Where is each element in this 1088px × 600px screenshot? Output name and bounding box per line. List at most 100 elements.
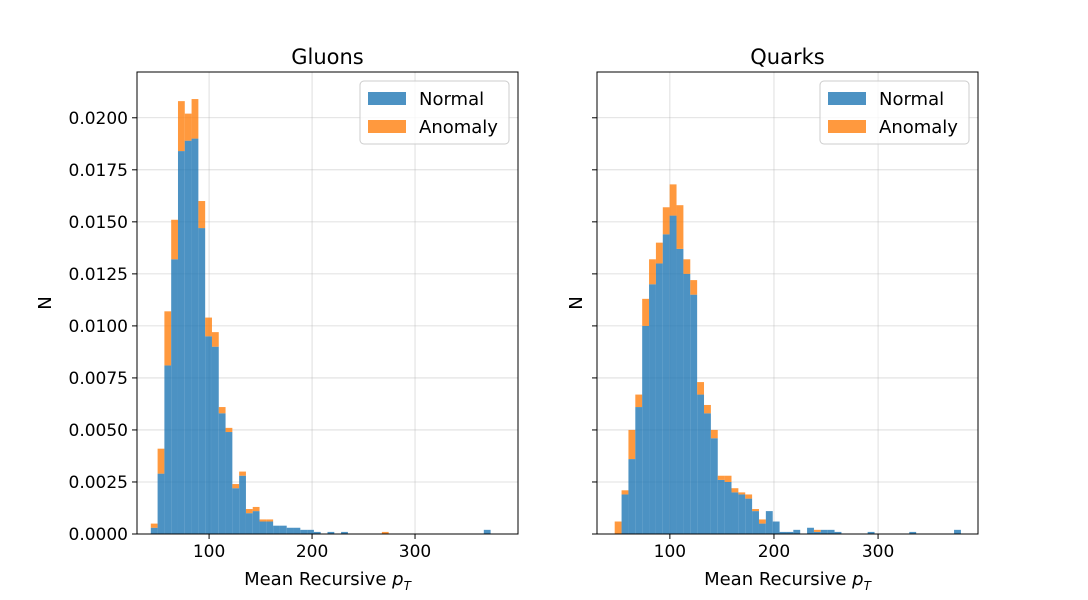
normal-bar bbox=[909, 531, 917, 534]
normal-bar bbox=[177, 151, 185, 534]
normal-bar bbox=[164, 365, 172, 534]
anomaly-bar bbox=[745, 494, 753, 499]
normal-bar bbox=[628, 459, 636, 534]
axes-frame bbox=[136, 71, 519, 535]
legend-swatch bbox=[828, 120, 866, 133]
normal-bar bbox=[867, 531, 875, 534]
chart-title: Quarks bbox=[750, 45, 824, 69]
anomaly-bar bbox=[225, 427, 233, 433]
normal-bar bbox=[205, 336, 212, 534]
x-tick-label: 200 bbox=[758, 542, 790, 562]
normal-bar bbox=[191, 138, 199, 534]
anomaly-bar bbox=[738, 492, 746, 495]
normal-bar bbox=[834, 531, 842, 534]
anomaly-bar bbox=[683, 259, 691, 274]
normal-bar bbox=[704, 413, 711, 534]
anomaly-bar bbox=[813, 529, 821, 532]
histogram-bars bbox=[614, 184, 961, 534]
normal-bar bbox=[300, 529, 308, 534]
normal-bar bbox=[184, 140, 192, 535]
normal-bar bbox=[710, 438, 718, 534]
legend-swatch bbox=[368, 92, 406, 105]
normal-bar bbox=[793, 529, 801, 534]
histogram-bars bbox=[150, 99, 491, 535]
anomaly-bar bbox=[628, 429, 636, 460]
x-axis-label-subscript: T bbox=[404, 579, 413, 593]
anomaly-bar bbox=[266, 519, 274, 522]
normal-bar bbox=[820, 529, 828, 534]
normal-bar bbox=[669, 215, 677, 534]
y-tick-label: 0.0175 bbox=[69, 161, 128, 181]
anomaly-bar bbox=[239, 471, 246, 476]
anomaly-bar bbox=[642, 298, 650, 326]
anomaly-bar bbox=[252, 506, 260, 512]
normal-bar bbox=[279, 525, 287, 534]
normal-bar bbox=[245, 513, 253, 534]
normal-bar bbox=[327, 531, 335, 534]
normal-bar bbox=[259, 521, 267, 534]
normal-bar bbox=[717, 479, 725, 534]
normal-bar bbox=[239, 475, 246, 534]
normal-bar bbox=[150, 527, 158, 534]
anomaly-bar bbox=[635, 394, 643, 408]
legend-swatch bbox=[368, 120, 406, 133]
x-axis-label-subscript: T bbox=[864, 579, 873, 593]
anomaly-bar bbox=[205, 317, 212, 337]
anomaly-bar bbox=[184, 113, 192, 141]
anomaly-bar bbox=[655, 242, 663, 264]
quarks-panel: 100 200 300 Quarks Mean Recursive pT N Normal A… bbox=[566, 45, 979, 593]
anomaly-bar bbox=[191, 99, 199, 139]
anomaly-bar bbox=[758, 519, 766, 524]
anomaly-bar bbox=[690, 280, 698, 295]
normal-bar bbox=[827, 529, 835, 534]
normal-bar bbox=[483, 529, 491, 534]
legend-swatch bbox=[828, 92, 866, 105]
x-tick-label: 200 bbox=[296, 542, 328, 562]
y-tick-label: 0.0150 bbox=[69, 213, 128, 233]
x-axis-label-text: Mean Recursive bbox=[244, 569, 392, 590]
anomaly-bar bbox=[171, 219, 178, 260]
x-axis-label-text: Mean Recursive bbox=[704, 569, 852, 590]
normal-bar bbox=[307, 529, 314, 534]
normal-bar bbox=[293, 527, 301, 534]
anomaly-bar bbox=[157, 448, 165, 474]
normal-bar bbox=[690, 294, 698, 534]
normal-bar bbox=[676, 248, 684, 534]
normal-bar bbox=[758, 523, 766, 534]
anomaly-bar bbox=[164, 311, 172, 366]
anomaly-bar bbox=[259, 519, 267, 522]
normal-bar bbox=[286, 527, 294, 534]
normal-bar bbox=[635, 407, 643, 534]
x-tick-label: 100 bbox=[193, 542, 225, 562]
x-tick-label: 300 bbox=[399, 542, 431, 562]
normal-bar bbox=[683, 273, 691, 534]
anomaly-bar bbox=[724, 475, 732, 482]
anomaly-bar bbox=[704, 404, 711, 414]
anomaly-bar bbox=[381, 531, 389, 534]
normal-bar bbox=[171, 259, 178, 534]
y-tick-label: 0.0100 bbox=[69, 317, 128, 337]
anomaly-bar bbox=[752, 509, 759, 512]
normal-bar bbox=[724, 481, 732, 534]
y-axis-label: N bbox=[566, 296, 587, 309]
normal-bar bbox=[266, 521, 274, 534]
normal-bar bbox=[731, 492, 739, 534]
normal-bar bbox=[786, 531, 794, 534]
legend-label: Normal bbox=[879, 89, 944, 110]
anomaly-bar bbox=[731, 488, 739, 493]
x-tick-label: 100 bbox=[654, 542, 686, 562]
normal-bar bbox=[252, 511, 260, 534]
normal-bar bbox=[745, 498, 753, 534]
y-tick-label: 0.0025 bbox=[69, 473, 128, 493]
anomaly-bar bbox=[697, 382, 705, 395]
anomaly-bar bbox=[676, 205, 684, 249]
normal-bar bbox=[642, 325, 650, 534]
y-tick-label: 0.0075 bbox=[69, 369, 128, 389]
anomaly-bar bbox=[649, 259, 656, 285]
normal-bar bbox=[662, 234, 670, 534]
x-axis-label-symbol: p bbox=[391, 569, 403, 590]
anomaly-bar bbox=[717, 475, 725, 480]
legend-label: Anomaly bbox=[879, 117, 958, 138]
y-tick-label: 0.0125 bbox=[69, 265, 128, 285]
normal-bar bbox=[765, 511, 773, 534]
